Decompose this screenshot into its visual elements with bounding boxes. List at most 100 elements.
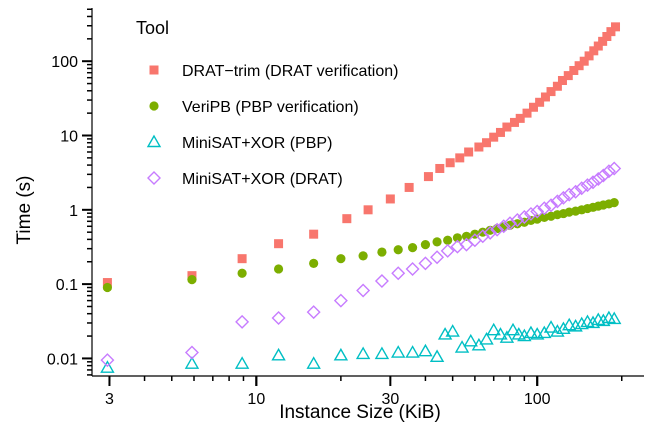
data-point [377,247,387,257]
data-point [374,346,390,360]
data-point [544,198,559,213]
data-point [435,163,445,173]
data-point [235,314,250,329]
data-point [443,235,453,245]
y-tick-label: 1 [69,203,78,220]
data-point [568,318,583,332]
data-point [482,138,492,148]
legend-title: Tool [136,18,169,38]
data-point [385,194,395,204]
data-point [611,22,621,32]
data-point [100,360,115,373]
data-point [336,254,346,264]
data-point [423,172,433,182]
data-point [445,324,460,337]
y-tick-label: 100 [51,54,78,71]
data-point [543,320,559,333]
x-tick-label: 30 [381,391,399,408]
y-tick-label: 10 [60,129,78,146]
x-axis-label: Instance Size (KiB) [279,402,441,423]
data-point [430,250,445,265]
legend-marker-triangle [146,134,162,148]
legend-marker-diamond [147,171,161,185]
data-point [445,158,455,168]
data-point [404,182,414,192]
data-point [609,198,619,208]
data-point [309,258,319,269]
data-point [479,332,494,345]
data-point [187,275,197,285]
data-point [586,175,600,190]
data-point [556,321,571,335]
data-point [273,264,284,274]
data-point [517,328,532,342]
data-point [585,315,601,329]
series-diamond [100,161,622,368]
data-point [502,216,517,231]
data-point [454,340,470,353]
data-point [355,346,371,360]
data-point [584,51,594,61]
data-point [602,32,612,42]
data-point [418,256,433,271]
data-point [391,345,406,358]
data-point [530,204,545,219]
data-point [374,274,389,289]
data-point [607,311,622,325]
data-point [463,333,478,347]
data-point [515,113,525,123]
data-point [490,222,505,237]
data-point [601,164,616,179]
data-point [429,349,445,363]
data-point [574,316,589,330]
y-axis: 0.01 0.1 1 10 100 [47,8,92,376]
data-point [574,61,584,71]
data-point [607,161,622,176]
data-point [495,127,505,137]
data-point [556,190,571,205]
data-point [509,117,519,127]
x-tick-label: 100 [524,391,551,408]
data-point [523,206,538,221]
data-point [418,343,433,357]
data-point [356,283,371,298]
legend-label: DRAT−trim (DRAT verification) [182,63,398,80]
data-point [550,324,565,337]
data-point [358,251,368,261]
data-point [333,293,348,308]
legend-label: MiniSAT+XOR (PBP) [182,135,332,152]
data-point [464,147,474,157]
data-point [274,239,284,249]
data-point [461,231,472,241]
data-point [540,92,550,102]
data-point [184,345,199,360]
data-point [579,56,589,66]
data-point [517,210,532,225]
data-point [591,171,606,186]
data-point [499,330,515,343]
x-tick-label: 10 [247,391,265,408]
data-point [420,240,431,250]
data-point [569,65,579,75]
data-point [489,132,499,142]
legend-marker-square [149,65,159,75]
legend-label: VeriPB (PBP verification) [182,99,359,116]
legend-marker-circle [149,101,159,111]
data-point [184,356,200,369]
data-point [333,347,349,361]
data-point [234,356,250,369]
data-point [535,97,545,107]
data-point [271,311,286,325]
series-triangle [100,310,622,373]
series-square [102,22,621,288]
data-point [474,142,484,152]
data-point [407,243,418,253]
data-point [405,261,420,276]
data-point [563,71,573,81]
legend: Tool DRAT−trim (DRAT verification) VeriPB … [136,18,398,188]
data-point [580,178,595,193]
data-point [596,313,611,327]
data-point [306,356,321,369]
data-point [309,229,319,239]
data-point [593,41,603,51]
